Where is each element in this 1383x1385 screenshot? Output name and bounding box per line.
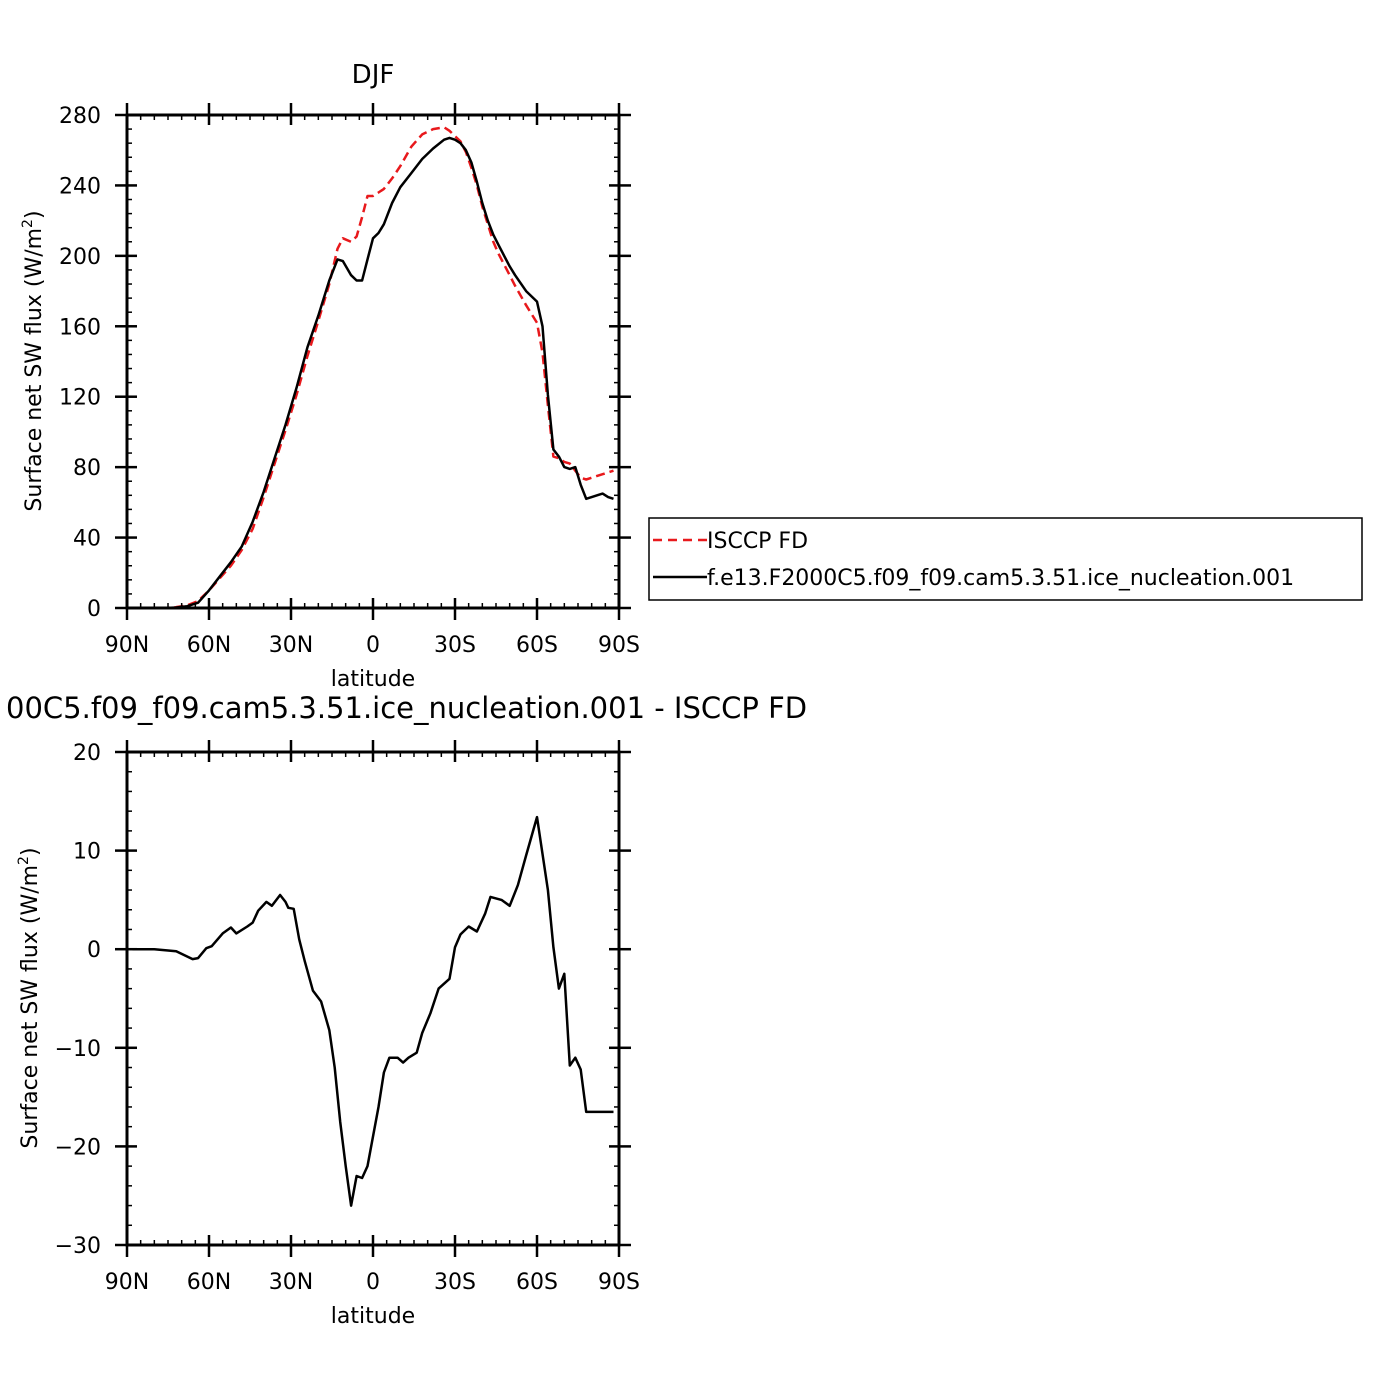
top-y-axis-label-main: Surface net SW flux (W/m bbox=[22, 228, 47, 512]
top-y-tick-label: 160 bbox=[59, 315, 101, 340]
bottom-series-layer bbox=[132, 815, 614, 1207]
bottom-y-tick-label: 10 bbox=[73, 840, 101, 865]
top-y-axis-label-sup: 2 bbox=[20, 219, 36, 228]
top-y-tick-label: 80 bbox=[73, 456, 101, 481]
bottom-x-tick-label: 90N bbox=[105, 1270, 149, 1295]
bottom-series-line-0 bbox=[132, 815, 614, 1207]
top-x-tick-label: 30S bbox=[434, 633, 476, 658]
top-x-tick-label: 90S bbox=[598, 633, 640, 658]
top-y-tick-label: 200 bbox=[59, 245, 101, 270]
bottom-x-tick-label: 30S bbox=[434, 1270, 476, 1295]
bottom-y-tick-label: −10 bbox=[55, 1037, 101, 1062]
bottom-x-axis-label: latitude bbox=[331, 1304, 415, 1329]
top-y-tick-label: 120 bbox=[59, 386, 101, 411]
bottom-x-tick-label: 60N bbox=[187, 1270, 231, 1295]
top-y-tick-label: 240 bbox=[59, 174, 101, 199]
top-chart-title: DJF bbox=[352, 60, 395, 90]
legend-label-isccp: ISCCP FD bbox=[707, 529, 808, 554]
bottom-y-tick-label: 20 bbox=[73, 741, 101, 766]
legend-box bbox=[648, 517, 1363, 601]
top-axis-ticks: 90N 60N 30N 0 30S 60S 90S 0 40 80 120 160 200 240 280 bbox=[59, 103, 640, 658]
bottom-axis-ticks: 90N 60N 30N 0 30S 60S 90S −30 −20 −10 0 10 20 bbox=[55, 740, 640, 1295]
bottom-x-tick-label: 30N bbox=[269, 1270, 313, 1295]
bottom-y-axis-label-main: Surface net SW flux (W/m bbox=[18, 865, 43, 1149]
top-x-tick-label: 60S bbox=[516, 633, 558, 658]
bottom-y-tick-label: −30 bbox=[55, 1234, 101, 1259]
top-y-axis-label-close: ) bbox=[22, 210, 47, 219]
bottom-y-tick-label: −20 bbox=[55, 1135, 101, 1160]
bottom-chart-title: 00C5.f09_f09.cam5.3.51.ice_nucleation.00… bbox=[6, 691, 807, 725]
bottom-y-axis-label-close: ) bbox=[18, 847, 43, 856]
top-panel: DJF 90N 60N 30N 0 30S 60S 90S 0 40 80 120 160 200 240… bbox=[20, 60, 1363, 692]
bottom-x-tick-label: 0 bbox=[366, 1270, 380, 1295]
bottom-y-axis-label: Surface net SW flux (W/m2) bbox=[16, 847, 43, 1148]
bottom-plot-frame bbox=[125, 750, 621, 1247]
top-y-tick-label: 40 bbox=[73, 527, 101, 552]
top-series-line-1 bbox=[132, 136, 614, 610]
legend-label-model: f.e13.F2000C5.f09_f09.cam5.3.51.ice_nucl… bbox=[707, 566, 1294, 591]
top-y-tick-label: 0 bbox=[87, 597, 101, 622]
bottom-x-tick-label: 90S bbox=[598, 1270, 640, 1295]
top-x-tick-label: 60N bbox=[187, 633, 231, 658]
top-x-tick-label: 90N bbox=[105, 633, 149, 658]
top-x-tick-label: 30N bbox=[269, 633, 313, 658]
top-y-axis-label: Surface net SW flux (W/m2) bbox=[20, 210, 47, 511]
bottom-y-tick-label: 0 bbox=[87, 938, 101, 963]
top-y-tick-label: 280 bbox=[59, 104, 101, 129]
legend: ISCCP FD f.e13.F2000C5.f09_f09.cam5.3.51… bbox=[648, 517, 1363, 601]
top-series-layer bbox=[132, 126, 614, 610]
top-series-line-0 bbox=[132, 126, 614, 610]
top-x-axis-label: latitude bbox=[331, 667, 415, 692]
top-x-tick-label: 0 bbox=[366, 633, 380, 658]
bottom-panel: 00C5.f09_f09.cam5.3.51.ice_nucleation.00… bbox=[6, 691, 807, 1329]
bottom-y-axis-label-sup: 2 bbox=[16, 856, 32, 865]
bottom-x-tick-label: 60S bbox=[516, 1270, 558, 1295]
